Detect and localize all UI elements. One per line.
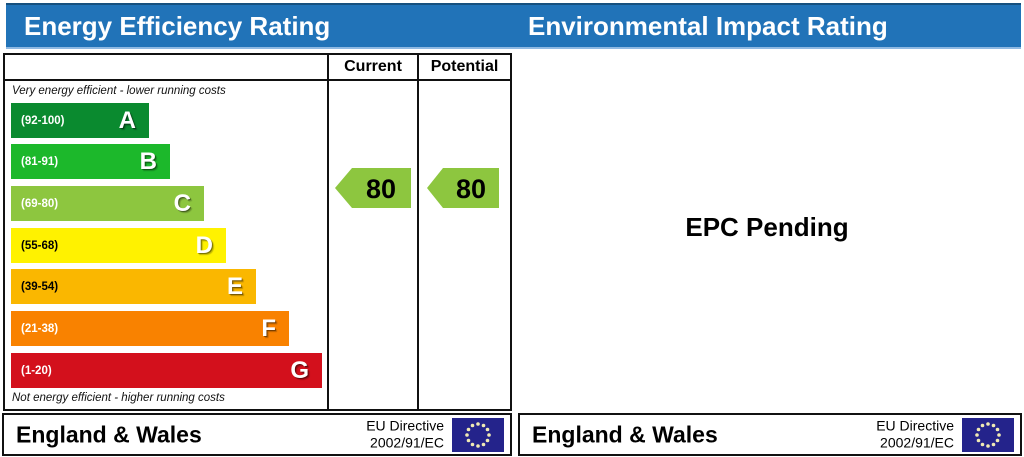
energy-rating-table: Current Potential Very energy efficient … — [3, 53, 512, 411]
region-label: England & Wales — [532, 421, 718, 447]
epc-pending-text: EPC Pending — [685, 212, 849, 242]
band-c-range: (69-80) — [21, 197, 59, 210]
band-f: (21-38) F — [11, 311, 289, 346]
region-label: England & Wales — [16, 421, 202, 447]
eu-flag-icon — [962, 417, 1014, 452]
current-arrow-shape — [335, 168, 411, 208]
potential-rating-arrow: 80 — [427, 168, 499, 208]
eu-directive-label: EU Directive 2002/91/EC — [876, 417, 954, 452]
current-column-header: Current — [344, 58, 402, 75]
current-rating-value: 80 — [366, 174, 396, 204]
energy-efficiency-title: Energy Efficiency Rating — [24, 11, 331, 41]
band-d-range: (55-68) — [21, 239, 59, 252]
band-b-letter: B — [139, 147, 157, 175]
potential-rating-value: 80 — [456, 174, 486, 204]
band-e: (39-54) E — [11, 269, 256, 304]
eu-directive-line1: EU Directive — [876, 417, 954, 433]
band-g-letter: G — [290, 356, 309, 384]
band-f-letter: F — [261, 314, 276, 342]
header-bar: Energy Efficiency Rating Environmental I… — [6, 3, 1021, 49]
band-a: (92-100) A — [11, 103, 149, 138]
band-b-range: (81-91) — [21, 155, 59, 168]
band-a-range: (92-100) — [21, 114, 65, 127]
band-a-letter: A — [118, 106, 136, 134]
footer-right: England & Wales EU Directive 2002/91/EC — [518, 413, 1022, 456]
band-f-range: (21-38) — [21, 322, 59, 335]
current-rating-arrow: 80 — [335, 168, 411, 208]
band-c-letter: C — [173, 189, 191, 217]
top-efficiency-note: Very energy efficient - lower running co… — [12, 85, 226, 97]
eu-directive-line1: EU Directive — [366, 417, 444, 433]
eu-directive-line2: 2002/91/EC — [370, 434, 444, 451]
header-divider-line — [5, 79, 510, 81]
bottom-efficiency-note: Not energy efficient - higher running co… — [12, 392, 225, 404]
potential-column-header: Potential — [430, 58, 499, 75]
band-b: (81-91) B — [11, 144, 170, 179]
eu-flag-icon — [452, 417, 504, 452]
band-g: (1-20) G — [11, 353, 322, 388]
environmental-impact-title: Environmental Impact Rating — [528, 11, 888, 41]
eu-directive-line2: 2002/91/EC — [880, 434, 954, 451]
eu-directive-label: EU Directive 2002/91/EC — [366, 417, 444, 452]
band-c: (69-80) C — [11, 186, 204, 221]
footer-left: England & Wales EU Directive 2002/91/EC — [2, 413, 512, 456]
band-d-letter: D — [195, 231, 213, 259]
column-divider-current — [327, 55, 329, 409]
band-d: (55-68) D — [11, 228, 226, 263]
band-e-range: (39-54) — [21, 280, 59, 293]
column-divider-potential — [417, 55, 419, 409]
band-e-letter: E — [226, 272, 243, 300]
potential-arrow-shape — [427, 168, 499, 208]
band-g-range: (1-20) — [21, 364, 52, 377]
